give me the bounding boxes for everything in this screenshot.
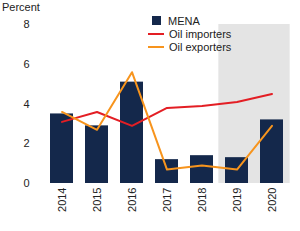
html-text:Percent: Percent (2, 1, 40, 13)
svg-text:2018: 2018 (196, 188, 208, 212)
svg-text:2: 2 (23, 137, 29, 149)
svg-text:4: 4 (23, 98, 29, 110)
html-text:Oil importers: Oil importers (169, 27, 232, 40)
svg-text:0: 0 (23, 177, 29, 189)
svg-text:2017: 2017 (161, 188, 173, 212)
svg-text:2014: 2014 (56, 188, 68, 212)
html-text:Oil exporters: Oil exporters (169, 40, 232, 53)
svg-text:2015: 2015 (91, 188, 103, 212)
svg-text:2016: 2016 (126, 188, 138, 212)
svg-text:2019: 2019 (231, 188, 243, 212)
svg-text:2020: 2020 (266, 188, 278, 212)
svg-text:6: 6 (23, 58, 29, 70)
svg-text:8: 8 (23, 18, 29, 30)
html-text:MENA: MENA (168, 14, 200, 27)
